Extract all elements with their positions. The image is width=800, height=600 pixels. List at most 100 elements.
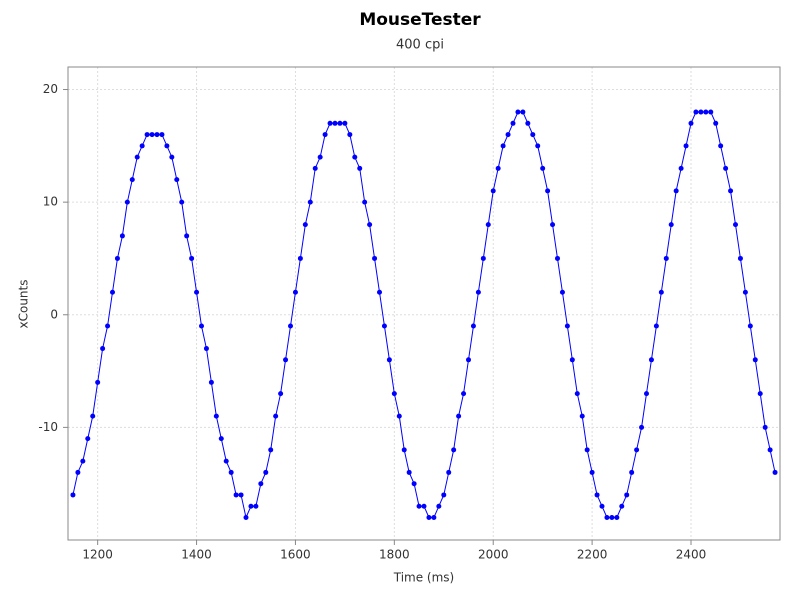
data-point [569, 357, 575, 363]
data-point [683, 143, 689, 149]
data-point [728, 188, 734, 194]
data-point [322, 132, 328, 138]
data-point [302, 222, 308, 228]
data-point [545, 188, 551, 194]
data-point [535, 143, 541, 149]
data-point [767, 447, 773, 453]
data-point [258, 481, 264, 487]
data-point [391, 391, 397, 397]
data-point [505, 132, 511, 138]
data-point [367, 222, 373, 228]
data-point [100, 346, 106, 352]
x-tick-label: 1400 [181, 548, 212, 562]
data-point [500, 143, 506, 149]
data-point [199, 323, 204, 329]
data-point [347, 132, 353, 138]
data-point [213, 413, 219, 419]
data-point [110, 289, 115, 295]
plot-frame [67, 66, 781, 541]
data-point [441, 492, 447, 498]
data-point [154, 132, 160, 138]
data-point [386, 357, 392, 363]
data-point [456, 413, 462, 419]
data-point [737, 255, 743, 261]
data-point [515, 109, 521, 115]
data-point [614, 514, 620, 520]
data-point [653, 323, 659, 329]
data-point [273, 413, 279, 419]
data-point [292, 289, 298, 295]
data-point [525, 120, 531, 126]
data-point [772, 469, 778, 475]
data-point [673, 188, 679, 194]
data-point [278, 391, 284, 397]
data-point [129, 177, 135, 183]
data-point [357, 165, 363, 171]
data-point [708, 109, 714, 115]
data-point [648, 357, 654, 363]
data-point [485, 222, 491, 228]
data-point [144, 132, 150, 138]
data-point [342, 120, 348, 126]
data-point [564, 323, 570, 329]
chart-title: MouseTester [359, 10, 481, 30]
data-point [678, 165, 684, 171]
data-point [624, 492, 630, 498]
data-point [268, 447, 274, 453]
x-tick-label: 1800 [379, 548, 410, 562]
data-point [114, 255, 120, 261]
data-point [372, 255, 378, 261]
data-point [446, 469, 452, 475]
data-point [263, 469, 269, 475]
data-point [762, 424, 768, 430]
data-point [604, 514, 610, 520]
data-point [530, 132, 536, 138]
data-point [377, 289, 382, 295]
data-point [233, 492, 239, 498]
data-point [579, 413, 585, 419]
data-point [644, 391, 649, 397]
data-point [203, 346, 209, 352]
data-point [218, 436, 224, 442]
data-point [352, 154, 358, 160]
data-point [411, 481, 417, 487]
data-point [337, 120, 343, 126]
data-point [698, 109, 704, 115]
data-point [85, 436, 91, 442]
data-point [490, 188, 496, 194]
data-point [663, 255, 669, 261]
data-point [238, 492, 244, 498]
data-point [475, 289, 481, 295]
y-tick-label: 0 [50, 307, 58, 321]
data-point [184, 233, 190, 239]
data-point [629, 469, 635, 475]
data-point [362, 199, 368, 205]
data-point [436, 503, 442, 509]
data-point [80, 458, 86, 464]
data-point [307, 199, 313, 205]
data-point [584, 447, 590, 453]
data-point [574, 391, 580, 397]
data-point [609, 514, 615, 520]
data-point [159, 132, 165, 138]
x-tick-label: 2000 [478, 548, 509, 562]
x-tick-label: 1200 [82, 548, 113, 562]
data-point [520, 109, 526, 115]
data-point [396, 413, 402, 419]
y-tick-label: -10 [38, 420, 58, 434]
data-point [594, 492, 600, 498]
data-point [742, 289, 748, 295]
data-point [223, 458, 229, 464]
x-tick-label: 1600 [280, 548, 311, 562]
data-point [95, 379, 101, 385]
plot-marks [70, 109, 778, 520]
data-point [470, 323, 476, 329]
data-point [119, 233, 125, 239]
data-point [164, 143, 170, 149]
grid: 1200 1400 1600 1800 2000 2200 2400 -10 0 10 20 [38, 67, 780, 562]
data-point [189, 255, 195, 261]
data-point [243, 514, 249, 520]
data-point [550, 222, 556, 228]
